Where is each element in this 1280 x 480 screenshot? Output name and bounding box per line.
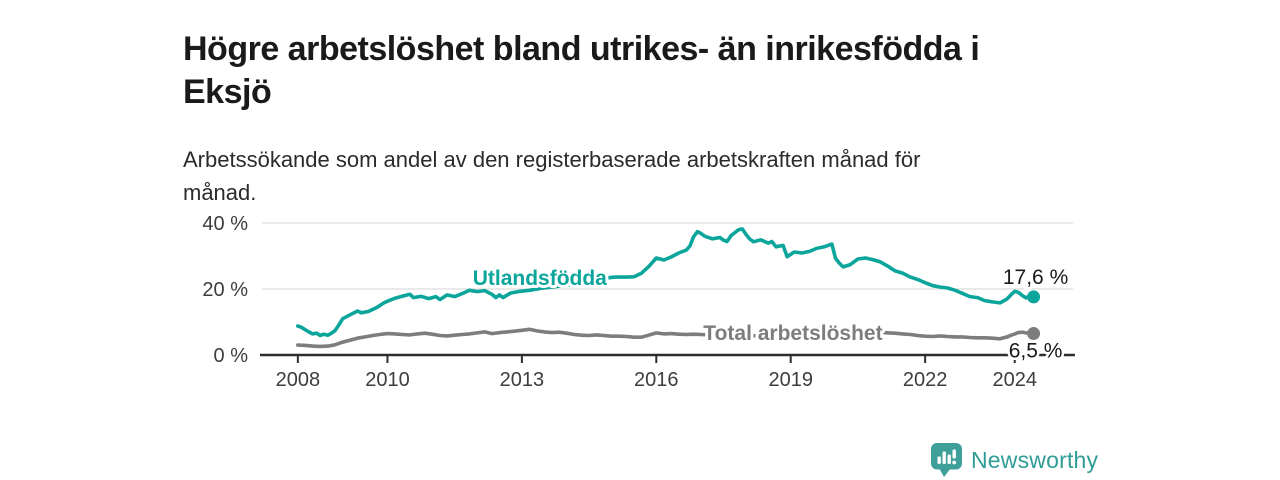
y-tick-label: 20 % (202, 279, 248, 301)
y-tick-label: 0 % (214, 345, 249, 367)
x-axis (260, 353, 1075, 363)
chart-subtitle: Arbetssökande som andel av den registerb… (183, 143, 1003, 209)
series-end-value-label: 6,5 % (1009, 340, 1063, 363)
x-tick-label: 2008 (276, 369, 321, 391)
chart-labels: 0 % 20 % 40 % 2008 2010 2013 2016 2019 2022 2024 U… (202, 213, 1070, 391)
series-line-utlandsf-dda (295, 227, 1036, 338)
page-title: Högre arbetslöshet bland utrikes- än inr… (183, 28, 1123, 114)
x-tick-label: 2019 (768, 369, 813, 391)
page-title-line1: Högre arbetslöshet bland utrikes- än inr… (183, 29, 980, 68)
unemployment-line-chart: 0 % 20 % 40 % 2008 2010 2013 2016 2019 2022 2024 U… (202, 213, 1075, 391)
newsworthy-wordmark: Newsworthy (971, 447, 1099, 473)
series-label: Total arbetslöshet (703, 322, 882, 345)
series-line-total-arbetsl-shet (295, 327, 1036, 349)
series-end-dot (1027, 327, 1041, 341)
chart-subtitle-line2: månad. (183, 180, 257, 205)
y-tick-label: 40 % (202, 213, 248, 235)
x-tick-label: 2013 (500, 369, 545, 391)
series-end-value-label: 17,6 % (1003, 266, 1068, 289)
series-label: Utlandsfödda (473, 267, 607, 290)
x-tick-label: 2010 (365, 369, 410, 391)
page-title-line2: Eksjö (183, 72, 272, 111)
chart-subtitle-line1: Arbetssökande som andel av den registerb… (183, 147, 921, 172)
newsworthy-logo: Newsworthy (931, 443, 1098, 478)
newsworthy-chart-bubble-icon (931, 443, 962, 477)
gridlines (262, 222, 1073, 290)
series-lines (295, 227, 1036, 349)
series-end-dot (1027, 290, 1041, 304)
x-tick-label: 2016 (634, 369, 679, 391)
x-tick-label: 2022 (903, 369, 948, 391)
x-tick-label: 2024 (993, 369, 1038, 391)
